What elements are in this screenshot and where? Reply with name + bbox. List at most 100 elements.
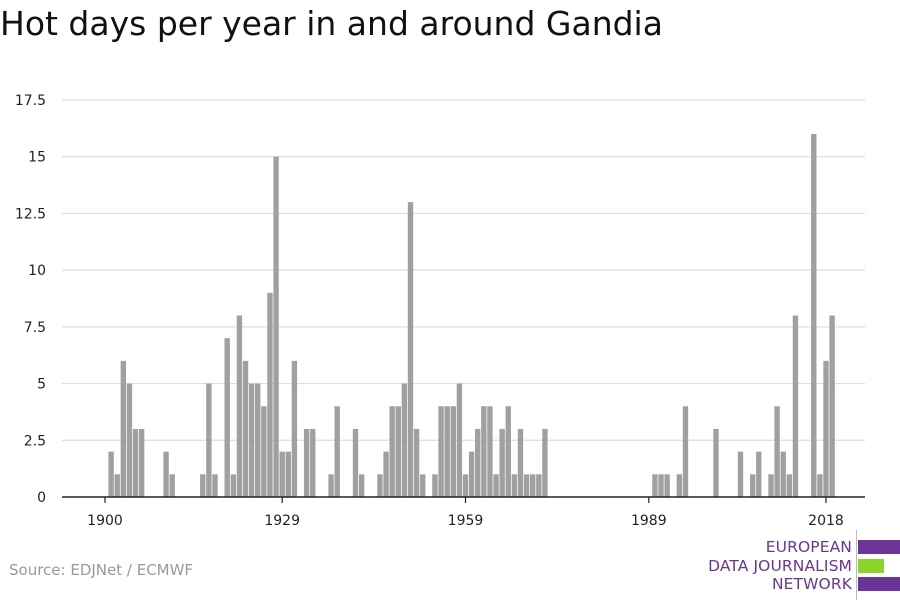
x-tick-label: 2018	[808, 513, 844, 529]
bar-1994	[676, 474, 683, 497]
bar-1946	[383, 451, 389, 497]
bar-1928	[273, 156, 279, 497]
bar-1960	[468, 451, 475, 497]
bar-2010	[774, 406, 780, 497]
bar-2018	[823, 360, 829, 497]
bar-1922	[236, 315, 243, 497]
bar-1947	[389, 406, 395, 497]
y-tick-label: 2.5	[24, 433, 46, 449]
bar-2017	[817, 474, 823, 497]
chart-title: Hot days per year in and around Gandia	[0, 4, 663, 43]
bar-2019	[829, 315, 835, 497]
y-tick-label: 17.5	[15, 93, 46, 109]
bar-1926	[261, 406, 267, 497]
bar-1963	[487, 406, 493, 497]
logo-divider	[856, 530, 857, 600]
bar-1955	[438, 406, 444, 497]
bar-1970	[530, 474, 536, 497]
bar-1933	[303, 428, 310, 497]
bar-1941	[352, 428, 359, 497]
bar-1957	[450, 406, 456, 497]
bar-1952	[420, 474, 426, 497]
x-tick-label: 1900	[87, 513, 123, 529]
bar-1925	[255, 383, 261, 497]
y-tick-label: 10	[28, 263, 46, 279]
bar-1904	[126, 383, 133, 497]
bar-1920	[224, 338, 230, 497]
bar-1961	[475, 428, 481, 497]
x-tick-label: 1929	[264, 513, 300, 529]
bar-1924	[248, 383, 255, 497]
bar-1992	[664, 474, 670, 497]
bar-1965	[499, 428, 505, 497]
bar-1942	[358, 474, 365, 497]
bar-1931	[291, 360, 298, 497]
bar-1950	[407, 202, 414, 498]
bar-1905	[132, 428, 139, 497]
bar-1954	[432, 474, 438, 497]
logo-bar-purple-top	[858, 540, 900, 554]
bar-2011	[780, 451, 786, 497]
bar-2004	[737, 451, 744, 497]
bar-1945	[377, 474, 383, 497]
bar-1991	[658, 474, 664, 497]
logo-line-european: EUROPEAN	[765, 538, 852, 556]
bar-1962	[481, 406, 487, 497]
bar-2007	[756, 451, 762, 497]
bar-1921	[230, 474, 237, 497]
gridlines	[62, 99, 865, 441]
bar-1901	[108, 451, 114, 497]
bar-1927	[267, 292, 273, 497]
bar-1917	[206, 383, 212, 497]
bar-1934	[310, 428, 316, 497]
bar-2016	[811, 134, 817, 497]
bar-1951	[413, 428, 420, 497]
bar-1923	[242, 360, 249, 497]
x-tick-label: 1959	[448, 513, 484, 529]
bar-1949	[401, 383, 408, 497]
logo-line-network: NETWORK	[771, 575, 852, 593]
axes: 0 2.5 5 7.5 10 12.5 15 17.5 1900 1929 1959 1989 2018	[15, 93, 865, 529]
bar-1929	[279, 451, 285, 497]
bar-1910	[163, 451, 169, 497]
edjnet-logo: EUROPEAN DATA JOURNALISM NETWORK	[700, 530, 900, 600]
logo-bar-purple-bottom	[858, 577, 900, 591]
bar-1911	[169, 474, 175, 497]
bar-1906	[138, 428, 145, 497]
bar-1958	[456, 383, 463, 497]
logo-bar-green	[858, 559, 884, 573]
bar-1930	[285, 451, 291, 497]
bar-1995	[682, 406, 689, 497]
bar-1902	[114, 474, 120, 497]
bar-1964	[493, 474, 499, 497]
y-tick-label: 0	[37, 490, 46, 506]
bar-1918	[212, 474, 218, 497]
y-tick-label: 15	[28, 150, 46, 166]
bar-1969	[523, 474, 530, 497]
bar-1972	[542, 428, 548, 497]
bar-1990	[652, 474, 658, 497]
bar-1966	[505, 406, 511, 497]
bar-2009	[768, 474, 774, 497]
y-tick-label: 5	[37, 377, 46, 393]
bar-1956	[444, 406, 450, 497]
bar-2012	[786, 474, 793, 497]
bar-2000	[713, 428, 719, 497]
bar-1968	[517, 428, 524, 497]
bar-1938	[334, 406, 340, 497]
bar-1937	[328, 474, 334, 497]
bar-2013	[792, 315, 799, 497]
source-note: Source: EDJNet / ECMWF	[9, 561, 194, 579]
bar-1971	[536, 474, 542, 497]
logo-line-data-journalism: DATA JOURNALISM	[708, 557, 852, 575]
bar-2006	[749, 474, 756, 497]
y-tick-label: 7.5	[24, 320, 46, 336]
bar-1916	[200, 474, 206, 497]
y-tick-label: 12.5	[15, 206, 46, 222]
bar-1948	[395, 406, 401, 497]
bar-1959	[462, 474, 469, 497]
bars	[108, 134, 835, 498]
bar-1903	[120, 360, 127, 497]
bar-1967	[511, 474, 518, 497]
